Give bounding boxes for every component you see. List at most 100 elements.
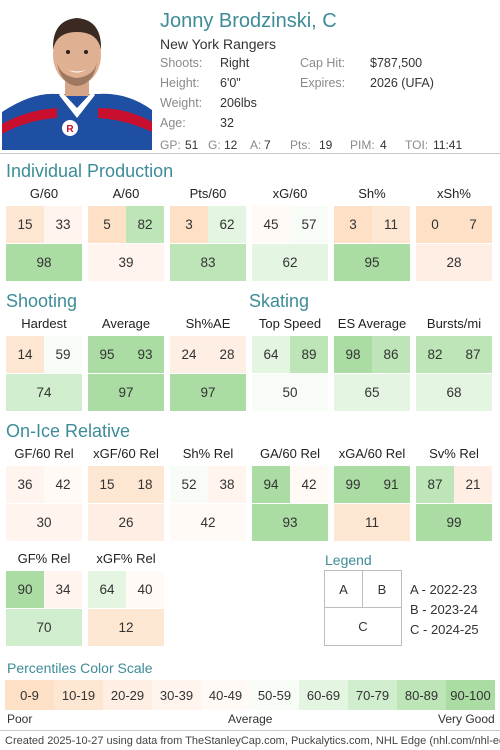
- metric-card-xsh: xSh% 0 7 28: [416, 186, 492, 282]
- legend-title: Legend: [325, 552, 372, 568]
- metric-value-2023-24: 34: [44, 571, 82, 608]
- metric-label: xGA/60 Rel: [338, 446, 406, 461]
- metric-value-2022-23: 3: [334, 206, 372, 243]
- legend-cell-b: B: [363, 571, 401, 608]
- metric-value-2022-23: 15: [6, 206, 44, 243]
- metric-value-2023-24: 28: [208, 336, 246, 373]
- metric-value-2022-23: 14: [6, 336, 44, 373]
- pim-value: 4: [380, 138, 387, 152]
- metric-card-g-60: G/60 15 33 98: [6, 186, 82, 282]
- metric-value-2024-25: 70: [6, 609, 82, 646]
- player-headshot-image: R: [2, 18, 152, 150]
- metric-value-2023-24: 62: [208, 206, 246, 243]
- metric-label: Sh% Rel: [182, 446, 234, 461]
- metric-card-average: Average 95 93 97: [88, 316, 164, 412]
- scale-bin-0-9: 0-9: [5, 680, 54, 710]
- metric-value-2022-23: 15: [88, 466, 126, 503]
- legend-key: A B C: [324, 570, 402, 646]
- metric-label: Hardest: [21, 316, 67, 331]
- scale-label-very-good: Very Good: [438, 712, 495, 726]
- legend-row-b: B - 2023-24: [410, 602, 478, 617]
- metric-value-2024-25: 30: [6, 504, 82, 541]
- metric-value-2023-24: 33: [44, 206, 82, 243]
- section-title-skating: Skating: [249, 291, 310, 311]
- pim-label: PIM:: [350, 138, 375, 152]
- metric-label: Sh%AE: [185, 316, 231, 331]
- metric-label: ES Average: [337, 316, 407, 331]
- metric-value-2023-24: 86: [372, 336, 410, 373]
- metric-value-2024-25: 74: [6, 374, 82, 411]
- metric-value-2022-23: 45: [252, 206, 290, 243]
- legend-cell-c: C: [358, 619, 368, 634]
- scale-bin-90-100: 90-100: [446, 680, 495, 710]
- expires-value: 2026 (UFA): [370, 76, 434, 90]
- scale-bin-60-69: 60-69: [299, 680, 348, 710]
- metric-value-2022-23: 64: [88, 571, 126, 608]
- age-label: Age:: [160, 116, 186, 130]
- metric-value-2024-25: 62: [252, 244, 328, 281]
- metric-value-2024-25: 93: [252, 504, 328, 541]
- metric-value-2023-24: 11: [372, 206, 410, 243]
- scale-bin-40-49: 40-49: [201, 680, 250, 710]
- weight-value: 206lbs: [220, 96, 257, 110]
- metric-label: GF% Rel: [17, 551, 71, 566]
- metric-value-2022-23: 0: [416, 206, 454, 243]
- metric-value-2022-23: 94: [252, 466, 290, 503]
- metric-value-2023-24: 87: [454, 336, 492, 373]
- metric-card-xgf-rel: xGF% Rel 64 40 12: [88, 551, 164, 647]
- section-title-shooting: Shooting: [6, 291, 78, 311]
- footer-divider: [0, 730, 500, 731]
- metric-label: xG/60: [272, 186, 308, 201]
- metric-label: Pts/60: [189, 186, 227, 201]
- metric-value-2023-24: 18: [126, 466, 164, 503]
- scale-title: Percentiles Color Scale: [7, 660, 153, 676]
- metric-value-2023-24: 91: [372, 466, 410, 503]
- metric-value-2023-24: 89: [290, 336, 328, 373]
- metric-value-2022-23: 95: [88, 336, 126, 373]
- metric-card-xga-60-rel: xGA/60 Rel 99 91 11: [334, 446, 410, 542]
- scale-label-average: Average: [228, 712, 273, 726]
- metric-card-sh-rel: Sh% Rel 52 38 42: [170, 446, 246, 542]
- shoots-label: Shoots:: [160, 56, 203, 70]
- metric-value-2024-25: 98: [6, 244, 82, 281]
- metric-value-2022-23: 5: [88, 206, 126, 243]
- gp-value: 51: [185, 138, 199, 152]
- metric-card-pts-60: Pts/60 3 62 83: [170, 186, 246, 282]
- metric-value-2023-24: 38: [208, 466, 246, 503]
- legend-row-c: C - 2024-25: [410, 622, 479, 637]
- metric-label: Bursts/mi: [426, 316, 482, 331]
- metric-card-sh: Sh% 3 11 95: [334, 186, 410, 282]
- metric-label: A/60: [112, 186, 140, 201]
- metric-value-2022-23: 64: [252, 336, 290, 373]
- toi-value: 11:41: [433, 138, 463, 152]
- assists-label: A:: [250, 138, 262, 152]
- metric-label: Sv% Rel: [429, 446, 479, 461]
- points-label: Pts:: [290, 138, 311, 152]
- scale-bin-30-39: 30-39: [152, 680, 201, 710]
- metric-card-xgf-60-rel: xGF/60 Rel 15 18 26: [88, 446, 164, 542]
- metric-value-2022-23: 87: [416, 466, 454, 503]
- metric-card-gf-rel: GF% Rel 90 34 70: [6, 551, 82, 647]
- metric-value-2024-25: 65: [334, 374, 410, 411]
- metric-card-sh-ae: Sh%AE 24 28 97: [170, 316, 246, 412]
- metric-card-sv-rel: Sv% Rel 87 21 99: [416, 446, 492, 542]
- shoots-value: Right: [220, 56, 250, 70]
- metric-value-2022-23: 90: [6, 571, 44, 608]
- scale-bin-10-19: 10-19: [54, 680, 103, 710]
- scale-label-poor: Poor: [7, 712, 33, 726]
- metric-value-2024-25: 28: [416, 244, 492, 281]
- metric-value-2024-25: 11: [334, 504, 410, 541]
- metric-label: Top Speed: [258, 316, 322, 331]
- metric-value-2023-24: 42: [290, 466, 328, 503]
- caphit-label: Cap Hit:: [300, 56, 346, 70]
- metric-value-2024-25: 83: [170, 244, 246, 281]
- metric-value-2024-25: 97: [88, 374, 164, 411]
- metric-label: xGF/60 Rel: [93, 446, 159, 461]
- metric-card-ga-60-rel: GA/60 Rel 94 42 93: [252, 446, 328, 542]
- metric-value-2023-24: 7: [454, 206, 492, 243]
- metric-value-2023-24: 57: [290, 206, 328, 243]
- assists-value: 7: [264, 138, 271, 152]
- metric-value-2022-23: 3: [170, 206, 208, 243]
- goals-value: 12: [224, 138, 238, 152]
- metric-value-2024-25: 68: [416, 374, 492, 411]
